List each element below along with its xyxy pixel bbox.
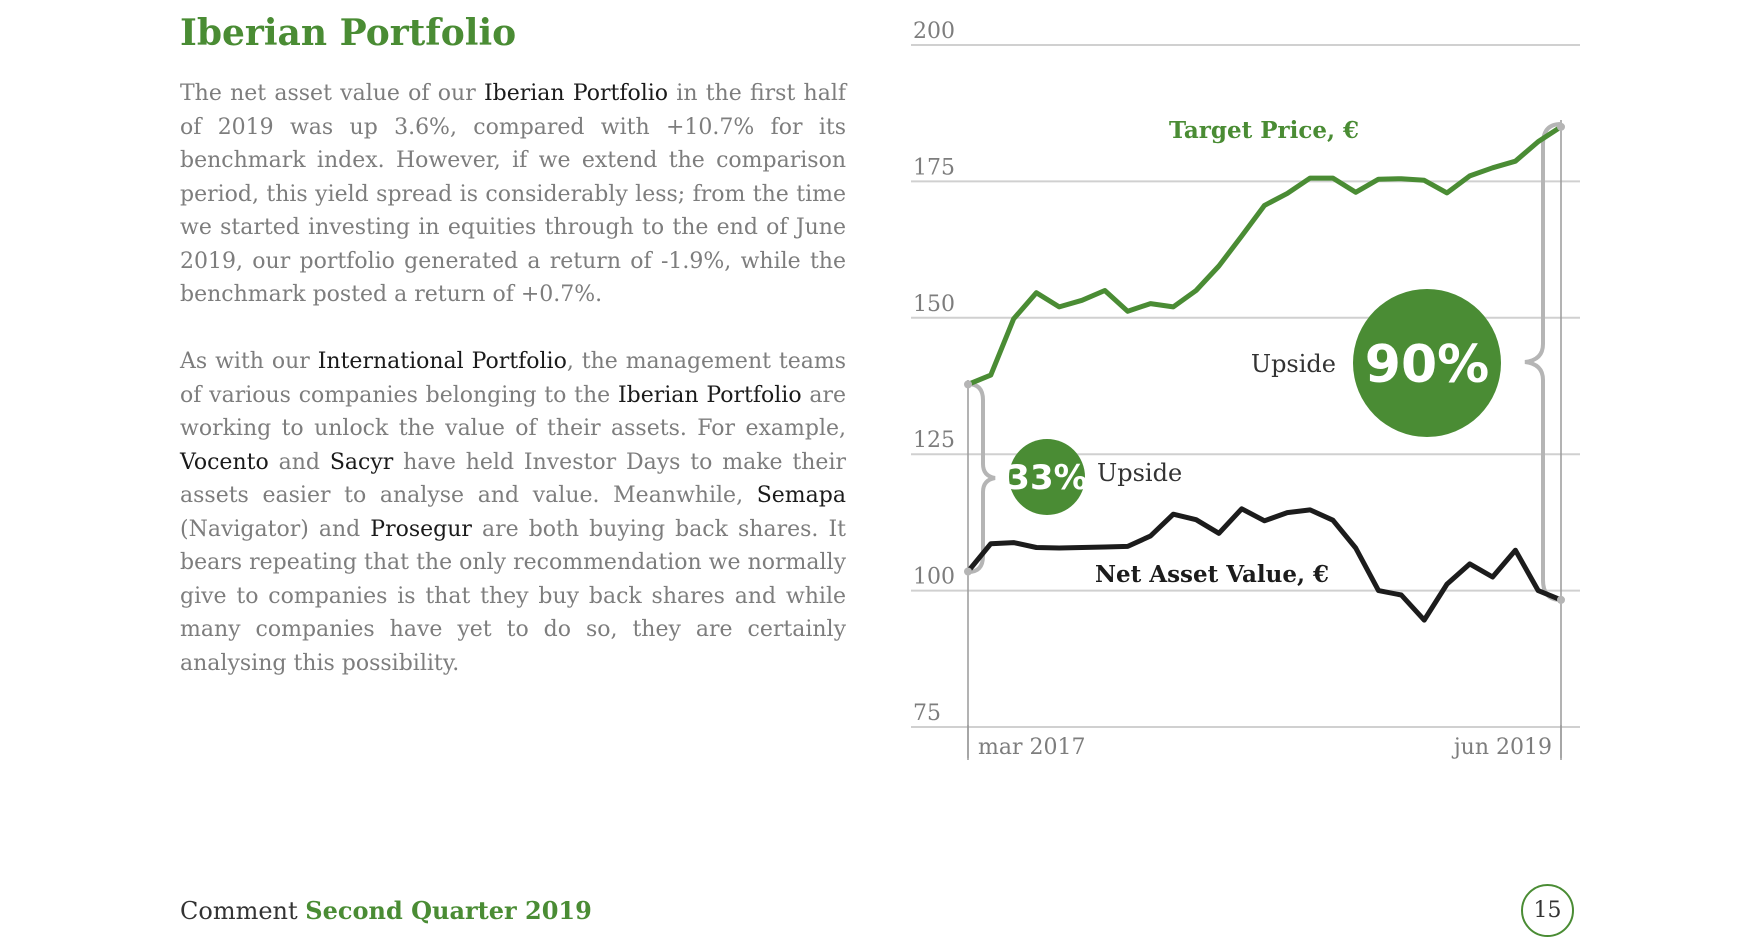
- paragraph-text: in the first half of 2019 was up 3.6%, c…: [180, 81, 847, 307]
- footer-quarter: Second Quarter 2019: [305, 896, 592, 925]
- paragraph-text: are both buying back shares. It bears re…: [180, 516, 846, 676]
- highlighted-name: Vocento: [180, 449, 269, 475]
- page-title: Iberian Portfolio: [180, 12, 517, 54]
- highlighted-name: Iberian Portfolio: [617, 382, 802, 408]
- x-tick-label-end: jun 2019: [1451, 735, 1552, 760]
- body-paragraph-1: The net asset value of our Iberian Portf…: [180, 77, 846, 312]
- highlighted-name: Semapa: [756, 483, 846, 508]
- y-tick-label: 75: [913, 701, 941, 726]
- right-upside-label: Upside: [1251, 350, 1336, 378]
- y-tick-label: 100: [913, 565, 955, 590]
- highlighted-name: Sacyr: [329, 449, 394, 475]
- left-upside-circle: [1009, 439, 1085, 515]
- x-tick-label-start: mar 2017: [978, 735, 1085, 760]
- paragraph-text: The net asset value of our: [180, 81, 484, 106]
- right-upside-circle: [1353, 289, 1501, 437]
- y-axis-ticks: 200 175 150 125 100 75: [913, 19, 955, 726]
- left-upside-brace: [967, 382, 996, 574]
- series-line-net-asset-value: [965, 506, 1564, 623]
- paragraph-text: are working to unlock the value of their…: [180, 382, 846, 442]
- series-label-net-asset-value: Net Asset Value, €: [1095, 561, 1329, 588]
- series-start-marker: [964, 567, 972, 576]
- series-start-marker: [964, 380, 972, 389]
- series-line-target-price: [965, 124, 1564, 387]
- y-tick-label: 150: [913, 292, 955, 317]
- right-upside-value: 90%: [1365, 335, 1489, 395]
- paragraph-text: have held Investor Days to make their as…: [180, 449, 846, 509]
- y-tick-label: 125: [913, 428, 955, 453]
- highlighted-name: Prosegur: [370, 516, 472, 542]
- highlighted-name: International Portfolio: [317, 349, 567, 374]
- y-tick-label: 200: [913, 19, 955, 44]
- paragraph-text: (Navigator) and: [180, 516, 371, 542]
- page-number: 15: [1521, 884, 1574, 937]
- paragraph-text: and: [268, 449, 330, 475]
- body-paragraph-2: As with our International Portfolio, the…: [180, 345, 846, 680]
- paragraph-text: As with our: [180, 349, 318, 374]
- paragraph-text: , the management teams of various compan…: [180, 349, 846, 408]
- highlighted-name: Iberian Portfolio: [483, 81, 669, 106]
- series-end-marker: [1557, 595, 1565, 604]
- left-upside-value: 33%: [1006, 458, 1087, 498]
- y-tick-label: 175: [913, 155, 955, 180]
- right-upside-brace: [1524, 122, 1562, 602]
- x-axis: mar 2017 jun 2019: [967, 725, 1562, 760]
- series-label-target-price: Target Price, €: [1169, 117, 1359, 144]
- footer-label: Comment: [180, 897, 298, 925]
- left-upside-label: Upside: [1097, 459, 1182, 487]
- footer: Comment Second Quarter 2019: [180, 896, 592, 925]
- series-end-marker: [1557, 122, 1565, 131]
- series-lines: [964, 122, 1565, 623]
